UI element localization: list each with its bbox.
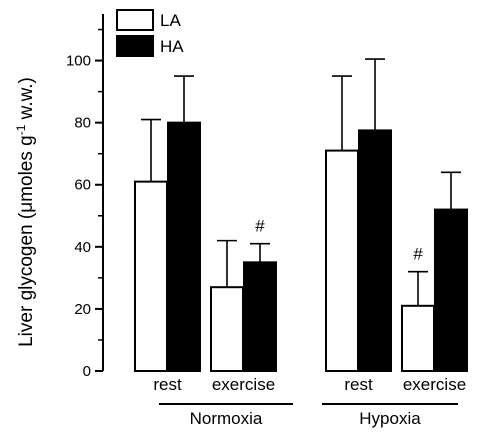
y-tick-label: 20 <box>74 301 91 318</box>
y-axis-label: Liver glycogen (μmoles g-1 w.w.) <box>14 77 37 347</box>
x-tick-label: exercise <box>403 375 466 394</box>
legend-label-la: LA <box>160 11 181 30</box>
x-category-labels: rest exercise rest exercise <box>153 375 466 394</box>
significance-marker: # <box>413 245 423 264</box>
x-tick-label: rest <box>153 375 182 394</box>
x-group-labels: Normoxia Hypoxia <box>159 403 458 428</box>
y-tick-label: 80 <box>74 115 91 132</box>
bar-la-0 <box>134 180 168 372</box>
bar-ha-1 <box>243 261 277 373</box>
y-tick-label: 100 <box>66 53 91 70</box>
bar-la-3 <box>401 304 435 372</box>
legend-swatch-ha <box>116 35 154 57</box>
y-axis: 0 20 40 60 80 100 <box>66 14 104 380</box>
bars <box>134 58 468 373</box>
bar-ha-0 <box>167 121 201 372</box>
y-tick-label: 60 <box>74 177 91 194</box>
significance-marker: # <box>255 217 265 236</box>
y-tick-label: 40 <box>74 239 91 256</box>
legend: LA HA <box>116 9 184 57</box>
bar-la-1 <box>210 286 244 373</box>
svg-text:Liver glycogen (μmoles g-1 w.w: Liver glycogen (μmoles g-1 w.w.) <box>14 77 37 347</box>
bar-ha-3 <box>434 208 468 372</box>
legend-label-ha: HA <box>160 37 184 56</box>
x-tick-label: exercise <box>212 375 275 394</box>
legend-swatch-la <box>116 9 154 31</box>
bar-la-2 <box>325 149 359 372</box>
x-tick-label: rest <box>344 375 373 394</box>
group-label-normoxia: Normoxia <box>190 409 263 428</box>
bar-ha-2 <box>358 129 392 372</box>
group-label-hypoxia: Hypoxia <box>359 409 421 428</box>
y-tick-label: 0 <box>83 363 91 380</box>
